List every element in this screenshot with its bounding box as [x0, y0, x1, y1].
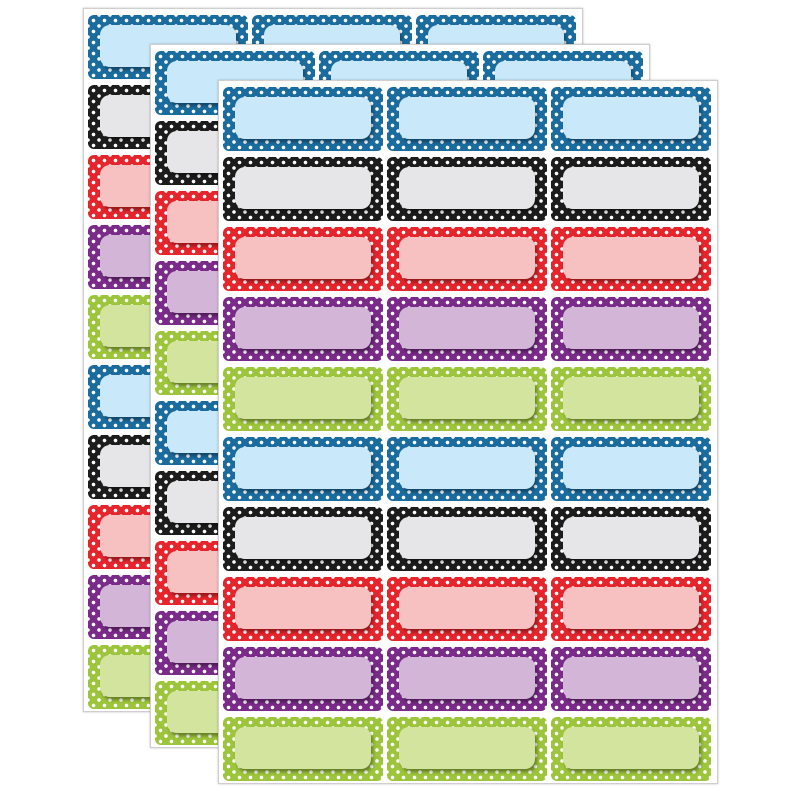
polka-dot-label-black	[551, 507, 711, 571]
label-writing-area	[399, 517, 535, 559]
polka-dot-label-purple	[387, 297, 547, 361]
label-writing-area	[563, 657, 699, 699]
polka-dot-label-black	[551, 157, 711, 221]
polka-dot-label-blue	[551, 437, 711, 501]
label-writing-area	[563, 727, 699, 769]
polka-dot-label-green	[223, 367, 383, 431]
polka-dot-label-red	[223, 577, 383, 641]
label-writing-area	[399, 237, 535, 279]
polka-dot-label-black	[223, 157, 383, 221]
label-writing-area	[563, 517, 699, 559]
label-writing-area	[235, 447, 371, 489]
label-writing-area	[399, 377, 535, 419]
label-writing-area	[563, 97, 699, 139]
label-writing-area	[235, 237, 371, 279]
polka-dot-label-green	[387, 367, 547, 431]
polka-dot-label-green	[551, 717, 711, 781]
polka-dot-label-purple	[387, 647, 547, 711]
label-writing-area	[399, 447, 535, 489]
polka-dot-label-red	[387, 577, 547, 641]
label-writing-area	[235, 727, 371, 769]
polka-dot-label-blue	[223, 437, 383, 501]
polka-dot-label-blue	[223, 87, 383, 151]
polka-dot-label-red	[551, 577, 711, 641]
label-writing-area	[563, 447, 699, 489]
polka-dot-label-black	[387, 157, 547, 221]
polka-dot-label-purple	[223, 647, 383, 711]
label-sheet-front	[218, 80, 718, 784]
polka-dot-label-red	[223, 227, 383, 291]
label-writing-area	[399, 97, 535, 139]
label-writing-area	[399, 727, 535, 769]
polka-dot-label-black	[223, 507, 383, 571]
label-writing-area	[235, 307, 371, 349]
label-writing-area	[235, 657, 371, 699]
label-writing-area	[235, 377, 371, 419]
polka-dot-label-red	[551, 227, 711, 291]
label-writing-area	[563, 307, 699, 349]
polka-dot-label-green	[551, 367, 711, 431]
polka-dot-label-purple	[223, 297, 383, 361]
label-writing-area	[235, 97, 371, 139]
label-writing-area	[563, 377, 699, 419]
label-writing-area	[563, 167, 699, 209]
label-writing-area	[399, 307, 535, 349]
polka-dot-label-purple	[551, 647, 711, 711]
label-writing-area	[235, 587, 371, 629]
polka-dot-label-black	[387, 507, 547, 571]
polka-dot-label-blue	[387, 87, 547, 151]
label-grid	[223, 87, 711, 781]
polka-dot-label-blue	[387, 437, 547, 501]
label-writing-area	[563, 237, 699, 279]
label-writing-area	[235, 167, 371, 209]
label-writing-area	[563, 587, 699, 629]
polka-dot-label-green	[223, 717, 383, 781]
polka-dot-label-green	[387, 717, 547, 781]
label-writing-area	[399, 167, 535, 209]
polka-dot-label-blue	[551, 87, 711, 151]
label-writing-area	[399, 657, 535, 699]
label-writing-area	[235, 517, 371, 559]
polka-dot-label-purple	[551, 297, 711, 361]
label-writing-area	[399, 587, 535, 629]
polka-dot-label-red	[387, 227, 547, 291]
